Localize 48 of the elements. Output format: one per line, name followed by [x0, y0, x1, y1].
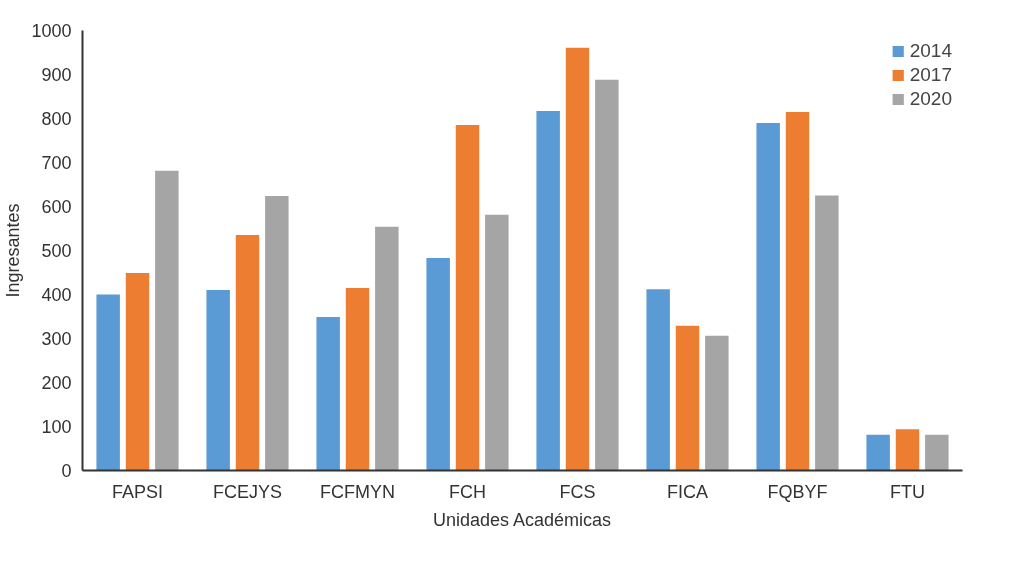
y-tick-label: 700 — [41, 153, 72, 173]
bar — [895, 429, 920, 471]
y-tick-label: 800 — [41, 109, 72, 129]
y-tick-label: 500 — [41, 241, 72, 261]
bar — [756, 122, 780, 471]
bar — [235, 235, 260, 471]
x-axis-title: Unidades Académicas — [432, 509, 612, 530]
x-tick-label: FTU — [890, 481, 926, 502]
bar — [925, 434, 949, 471]
y-tick-label: 300 — [41, 329, 72, 349]
bar — [455, 125, 480, 471]
bar — [375, 226, 399, 471]
bar — [155, 170, 179, 471]
bar — [125, 272, 150, 471]
bar — [265, 195, 289, 471]
bar — [815, 195, 839, 471]
bar — [536, 111, 560, 471]
x-tick-label: FCH — [449, 481, 486, 502]
bar — [646, 289, 670, 471]
y-tick-label: 100 — [41, 417, 72, 437]
bar — [96, 294, 120, 471]
legend-label: 2014 — [909, 40, 952, 62]
x-tick-label: FCEJYS — [212, 481, 283, 502]
x-tick-label: FCFMYN — [320, 481, 396, 502]
bar — [705, 335, 729, 471]
legend-label: 2020 — [909, 88, 952, 110]
legend-label: 2017 — [909, 64, 952, 86]
bar — [426, 257, 450, 471]
x-tick-label: FICA — [667, 481, 709, 502]
x-tick-label: FAPSI — [111, 481, 164, 502]
bar — [565, 47, 590, 471]
bar — [206, 290, 230, 471]
bar — [675, 325, 700, 471]
x-tick-label: FCS — [559, 481, 596, 502]
y-tick-label: 400 — [41, 285, 72, 305]
y-tick-label: 200 — [41, 373, 72, 393]
bar — [485, 214, 509, 471]
y-tick-label: 600 — [41, 197, 72, 217]
bar — [595, 79, 619, 471]
bar — [866, 434, 890, 471]
bar — [345, 287, 370, 471]
bar — [785, 111, 810, 471]
bar — [316, 316, 340, 471]
y-tick-label: 0 — [61, 461, 72, 481]
y-tick-label: 1000 — [31, 21, 72, 41]
y-tick-label: 900 — [41, 65, 72, 85]
x-tick-label: FQBYF — [767, 481, 828, 502]
y-axis-title: Ingresantes — [3, 203, 24, 298]
